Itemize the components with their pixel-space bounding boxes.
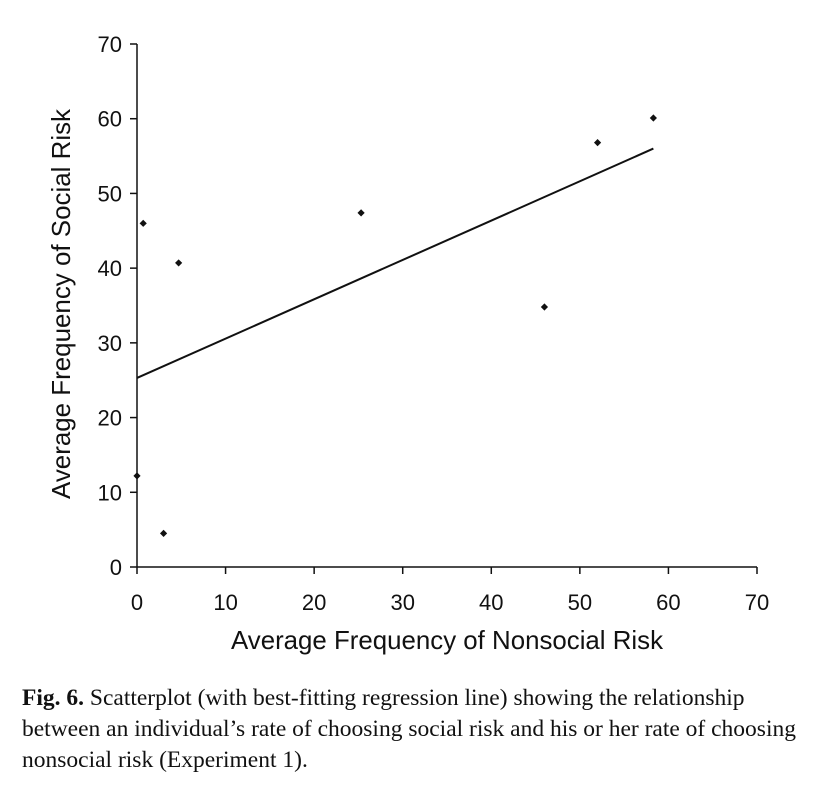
data-point — [139, 219, 147, 227]
figure-caption: Fig. 6. Scatterplot (with best-fitting r… — [22, 683, 802, 776]
y-tick-label: 10 — [98, 480, 122, 505]
y-tick-label: 60 — [98, 107, 122, 132]
data-point — [593, 139, 602, 147]
x-tick-label: 60 — [656, 590, 680, 615]
x-tick-label: 30 — [390, 590, 414, 615]
regression-line-group — [136, 147, 654, 379]
y-axis-title: Average Frequency of Social Risk — [46, 108, 76, 499]
x-tick-label: 50 — [568, 590, 592, 615]
axes — [136, 44, 757, 568]
y-tick-label: 30 — [98, 331, 122, 356]
regression-line — [136, 147, 654, 379]
data-point — [175, 259, 183, 267]
x-axis-title: Average Frequency of Nonsocial Risk — [231, 625, 664, 655]
data-point — [649, 114, 657, 122]
data-point — [159, 529, 168, 537]
caption-text: Scatterplot (with best-fitting regressio… — [22, 685, 796, 773]
y-tick-label: 20 — [98, 406, 122, 431]
scatter-chart: 0 10 20 30 40 50 60 70 0 10 20 30 40 50 60 70 Average F… — [46, 32, 770, 655]
x-tick-label: 70 — [745, 590, 769, 615]
y-tick-label: 0 — [110, 555, 122, 580]
tick-marks — [130, 43, 758, 574]
x-tick-label: 40 — [479, 590, 503, 615]
data-point — [133, 472, 141, 480]
x-tick-label: 20 — [302, 590, 326, 615]
x-tick-label: 0 — [131, 590, 143, 615]
y-tick-label: 70 — [98, 32, 122, 57]
data-point — [540, 303, 549, 311]
tick-labels: 0 10 20 30 40 50 60 70 0 10 20 30 40 50 60 70 — [98, 32, 770, 615]
y-tick-label: 40 — [98, 256, 122, 281]
figure-label: Fig. 6. — [22, 685, 85, 711]
data-points — [133, 114, 657, 537]
x-tick-label: 10 — [213, 590, 237, 615]
data-point — [357, 209, 365, 217]
y-tick-label: 50 — [98, 181, 122, 206]
